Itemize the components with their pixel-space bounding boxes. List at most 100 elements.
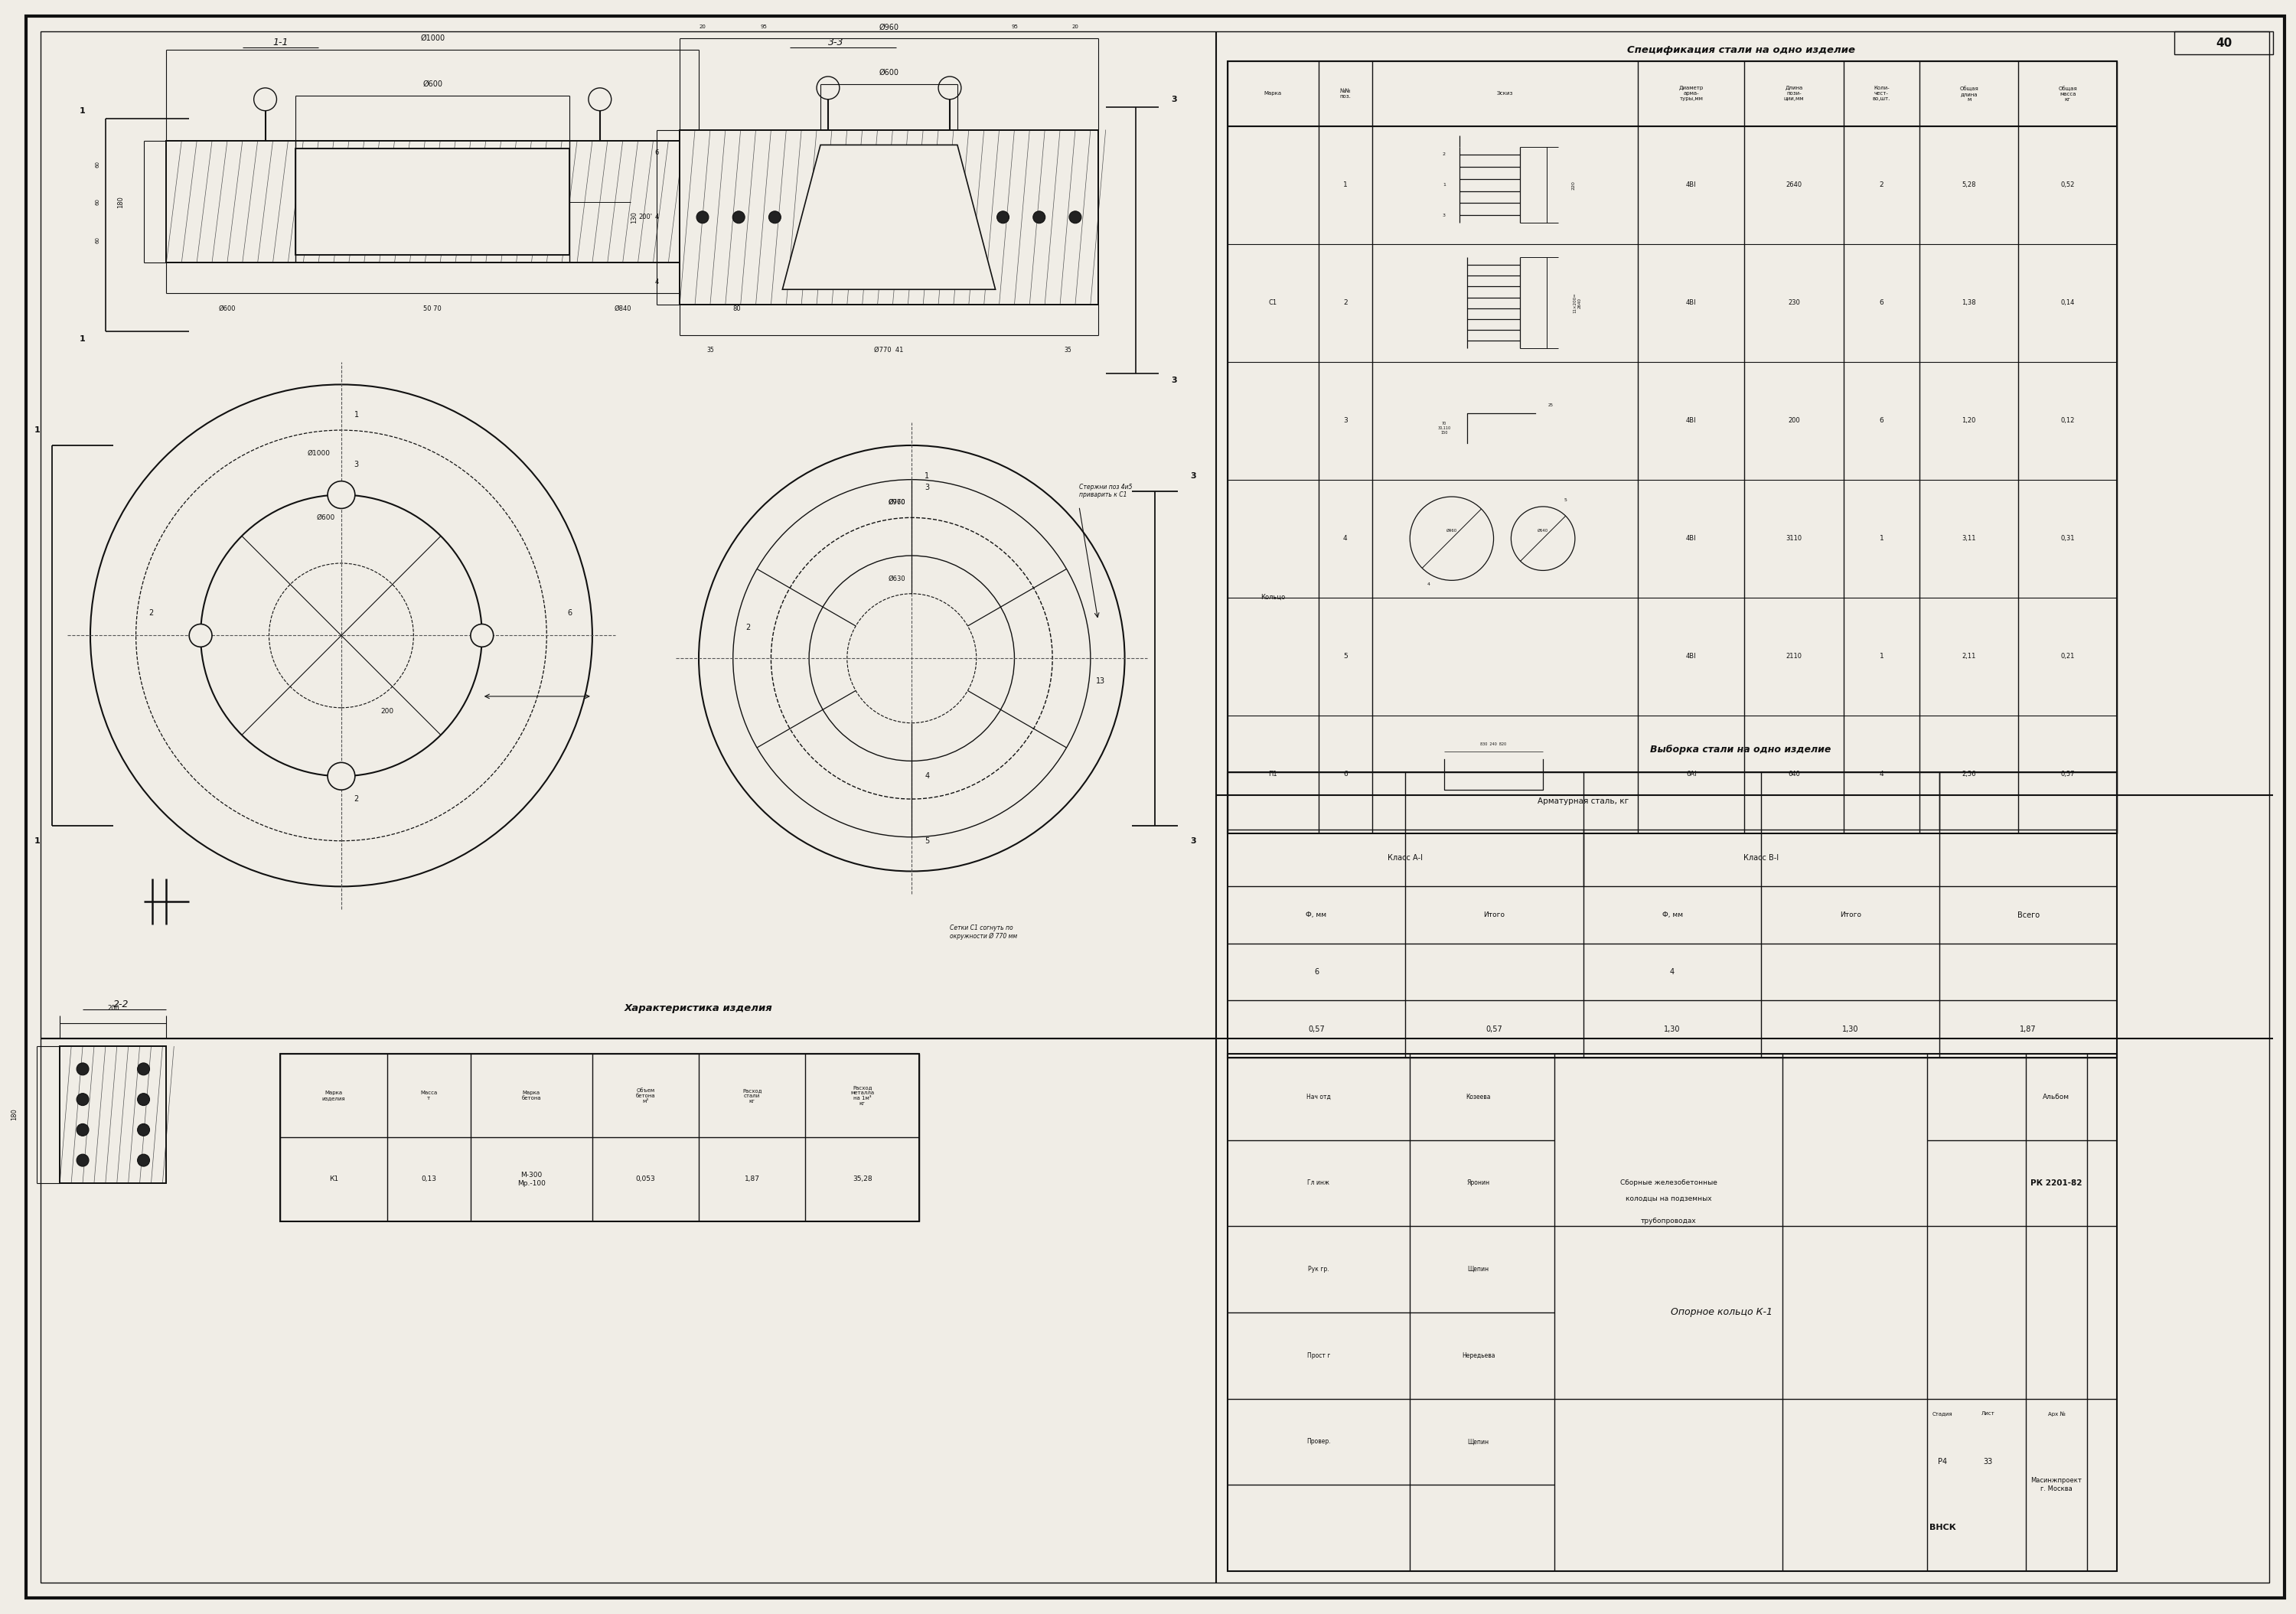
Text: 1,30: 1,30 bbox=[1841, 1025, 1857, 1033]
Circle shape bbox=[471, 625, 494, 647]
Text: Нач отд: Нач отд bbox=[1306, 1093, 1332, 1101]
Text: 3: 3 bbox=[1189, 471, 1196, 479]
Text: 70
30,110
150: 70 30,110 150 bbox=[1437, 421, 1451, 434]
Circle shape bbox=[817, 76, 840, 100]
Bar bbox=[680, 129, 1097, 305]
Text: Лист: Лист bbox=[1981, 1412, 1995, 1415]
Text: Характеристика изделия: Характеристика изделия bbox=[625, 1004, 774, 1014]
Text: 1: 1 bbox=[1343, 181, 1348, 189]
Text: Арх №: Арх № bbox=[2048, 1411, 2064, 1417]
Text: 640: 640 bbox=[1789, 771, 1800, 778]
Text: трубопроводах: трубопроводах bbox=[1642, 1217, 1697, 1225]
Circle shape bbox=[76, 1064, 90, 1075]
Text: 5: 5 bbox=[1343, 654, 1348, 660]
Circle shape bbox=[138, 1123, 149, 1136]
Text: 0,12: 0,12 bbox=[2062, 416, 2076, 424]
Text: 1: 1 bbox=[1880, 654, 1883, 660]
Circle shape bbox=[696, 211, 709, 223]
Text: 0,13: 0,13 bbox=[420, 1177, 436, 1183]
Text: Ф, мм: Ф, мм bbox=[1306, 912, 1327, 918]
Text: 4ВI: 4ВI bbox=[1685, 536, 1697, 542]
Text: Ø840: Ø840 bbox=[613, 305, 631, 312]
Text: Ø770  41: Ø770 41 bbox=[875, 347, 905, 353]
Text: 3: 3 bbox=[925, 483, 930, 491]
Text: 200': 200' bbox=[638, 213, 652, 221]
Circle shape bbox=[255, 87, 276, 111]
Text: Общая
масса
кг: Общая масса кг bbox=[2057, 86, 2078, 102]
Text: 95: 95 bbox=[760, 24, 767, 29]
Text: 3: 3 bbox=[1189, 838, 1196, 844]
Text: Ø1000: Ø1000 bbox=[308, 450, 331, 457]
Circle shape bbox=[328, 762, 356, 789]
Text: К1: К1 bbox=[328, 1177, 338, 1183]
Text: Расход
металла
на 1м³
кг: Расход металла на 1м³ кг bbox=[850, 1085, 875, 1106]
Text: Выборка стали на одно изделие: Выборка стали на одно изделие bbox=[1651, 744, 1832, 755]
Text: Ø600: Ø600 bbox=[879, 69, 898, 76]
Circle shape bbox=[588, 87, 611, 111]
Text: Альбом: Альбом bbox=[2043, 1093, 2071, 1101]
Text: 200: 200 bbox=[108, 1006, 119, 1012]
Text: Всего: Всего bbox=[2018, 912, 2039, 918]
Text: Ø600: Ø600 bbox=[317, 515, 335, 521]
Text: 4: 4 bbox=[925, 773, 930, 780]
Text: 3: 3 bbox=[1442, 213, 1446, 218]
Circle shape bbox=[1070, 211, 1081, 223]
Text: Стадия: Стадия bbox=[1933, 1412, 1952, 1415]
Text: Марка
бетона: Марка бетона bbox=[521, 1091, 542, 1101]
Text: 35: 35 bbox=[707, 347, 714, 353]
Text: 3-3: 3-3 bbox=[829, 37, 843, 47]
Text: Яронин: Яронин bbox=[1467, 1180, 1490, 1186]
Text: 0,57: 0,57 bbox=[1486, 1025, 1502, 1033]
Text: 0,52: 0,52 bbox=[2062, 181, 2076, 189]
Text: 4: 4 bbox=[1343, 536, 1348, 542]
Text: 2: 2 bbox=[1343, 299, 1348, 307]
Text: 6: 6 bbox=[1880, 299, 1883, 307]
Text: 3: 3 bbox=[354, 460, 358, 468]
Text: Ф, мм: Ф, мм bbox=[1662, 912, 1683, 918]
Text: №№
поз.: №№ поз. bbox=[1339, 89, 1350, 98]
Bar bbox=[60, 1046, 165, 1183]
Bar bbox=[280, 1054, 918, 1222]
Text: 2: 2 bbox=[354, 796, 358, 802]
Text: Итого: Итого bbox=[1483, 912, 1506, 918]
Text: Стержни поз 4и5
приварить к С1: Стержни поз 4и5 приварить к С1 bbox=[1079, 483, 1132, 499]
Text: 3: 3 bbox=[1171, 95, 1178, 103]
Text: 1: 1 bbox=[80, 336, 85, 342]
Text: Ø640: Ø640 bbox=[1538, 529, 1548, 533]
Text: Коли-
чест-
во,шт.: Коли- чест- во,шт. bbox=[1874, 86, 1890, 102]
Text: 4: 4 bbox=[654, 278, 659, 286]
Text: 4ВI: 4ВI bbox=[1685, 299, 1697, 307]
Text: 60: 60 bbox=[96, 237, 101, 244]
Text: 200: 200 bbox=[381, 709, 393, 715]
Text: М-300
Мр.-100: М-300 Мр.-100 bbox=[517, 1172, 546, 1186]
Text: 4: 4 bbox=[1880, 771, 1883, 778]
Text: Прост г: Прост г bbox=[1306, 1353, 1329, 1359]
Circle shape bbox=[76, 1123, 90, 1136]
Text: 20: 20 bbox=[1072, 24, 1079, 29]
Text: Р4: Р4 bbox=[1938, 1457, 1947, 1466]
Text: 1: 1 bbox=[925, 471, 930, 479]
Text: 1: 1 bbox=[34, 426, 39, 434]
Text: 6АI: 6АI bbox=[1685, 771, 1697, 778]
Text: Гл инж: Гл инж bbox=[1306, 1180, 1329, 1186]
Text: Масса
т: Масса т bbox=[420, 1091, 436, 1101]
Text: 4ВI: 4ВI bbox=[1685, 416, 1697, 424]
Text: 0,14: 0,14 bbox=[2062, 299, 2076, 307]
Circle shape bbox=[138, 1064, 149, 1075]
Text: 1: 1 bbox=[354, 412, 358, 418]
Text: 200: 200 bbox=[1789, 416, 1800, 424]
Text: Ø600: Ø600 bbox=[422, 81, 443, 87]
Bar bbox=[165, 140, 698, 263]
Circle shape bbox=[732, 211, 744, 223]
Text: С1: С1 bbox=[1270, 299, 1277, 307]
Text: Ø600: Ø600 bbox=[218, 305, 236, 312]
Text: колодцы на подземных: колодцы на подземных bbox=[1626, 1194, 1711, 1202]
Text: Ø630: Ø630 bbox=[889, 575, 905, 583]
Text: 95: 95 bbox=[1010, 24, 1017, 29]
Circle shape bbox=[76, 1154, 90, 1167]
Text: Марка
изделия: Марка изделия bbox=[321, 1091, 344, 1101]
Text: 20: 20 bbox=[700, 24, 705, 29]
Text: 11×200=
2640: 11×200= 2640 bbox=[1573, 292, 1582, 313]
Text: 40: 40 bbox=[2216, 37, 2232, 48]
Text: 6: 6 bbox=[1343, 771, 1348, 778]
